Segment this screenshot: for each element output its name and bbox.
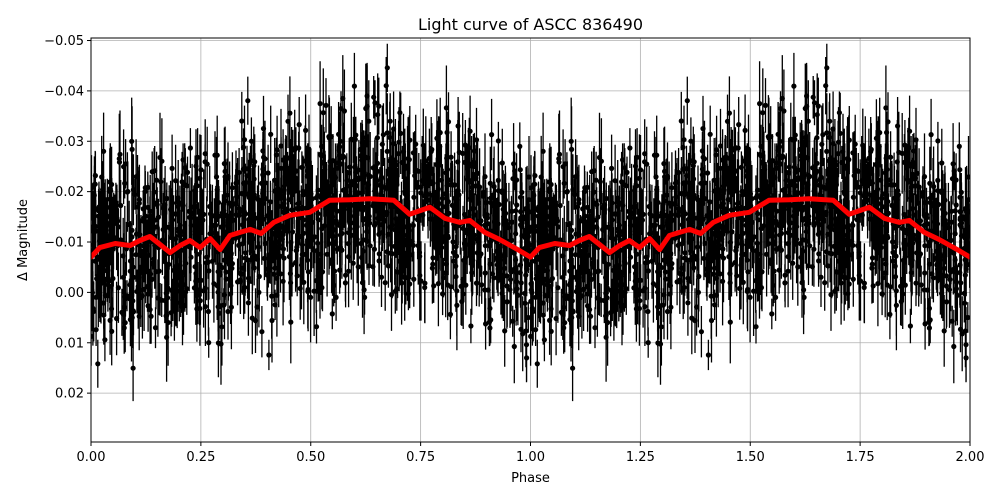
x-tick-label: 0.50 bbox=[296, 450, 325, 465]
binned-line bbox=[91, 196, 970, 260]
chart-title: Light curve of ASCC 836490 bbox=[418, 15, 643, 34]
x-tick-label: 1.25 bbox=[626, 450, 655, 465]
x-tick-label: 1.00 bbox=[516, 450, 545, 465]
plot-area bbox=[90, 37, 971, 443]
y-tick-label: 0.02 bbox=[55, 387, 84, 402]
y-tick-label: −0.02 bbox=[44, 185, 84, 200]
x-tick-label: 0.25 bbox=[186, 450, 215, 465]
x-tick-label: 2.00 bbox=[956, 450, 985, 465]
x-tick-label: 0.75 bbox=[406, 450, 435, 465]
x-tick-label: 1.75 bbox=[846, 450, 875, 465]
x-tick-label: 0.00 bbox=[77, 450, 106, 465]
y-axis-label: Δ Magnitude bbox=[16, 199, 31, 281]
x-tick-label: 1.50 bbox=[736, 450, 765, 465]
y-axis-ticks: −0.05 −0.04 −0.03 −0.02 −0.01 0.00 0.01 0.02 bbox=[44, 34, 91, 402]
observation-points bbox=[91, 43, 970, 402]
data-points bbox=[91, 65, 970, 371]
x-axis-ticks: 0.00 0.25 0.50 0.75 1.00 1.25 1.50 1.75 2.00 bbox=[77, 442, 985, 465]
y-tick-label: −0.05 bbox=[44, 34, 84, 49]
binned-curve bbox=[91, 196, 970, 260]
y-tick-label: −0.01 bbox=[44, 236, 84, 251]
y-tick-label: 0.00 bbox=[55, 286, 84, 301]
y-tick-label: 0.01 bbox=[55, 336, 84, 351]
y-tick-label: −0.04 bbox=[44, 84, 84, 99]
x-axis-label: Phase bbox=[511, 471, 550, 486]
y-tick-label: −0.03 bbox=[44, 135, 84, 150]
